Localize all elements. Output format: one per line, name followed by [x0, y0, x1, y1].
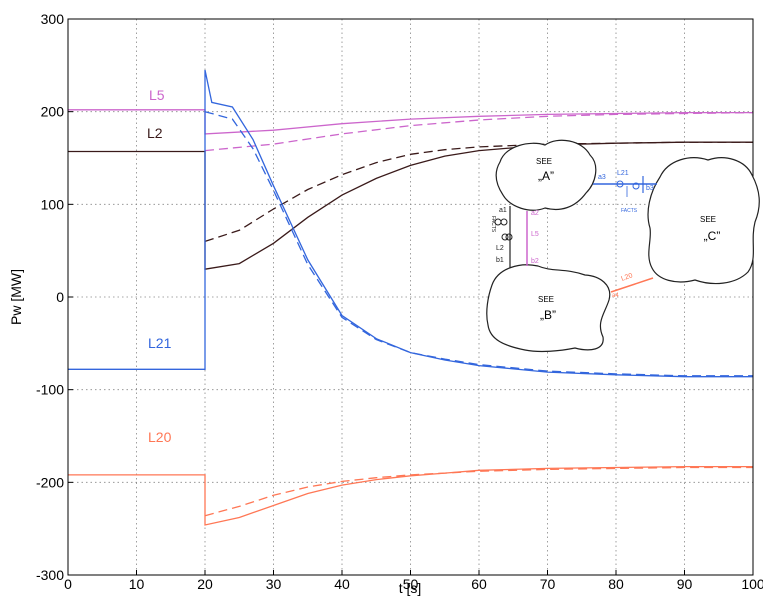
inset-label-facts-right: FACTS — [621, 208, 638, 214]
series-line-l2-dashed — [204, 141, 753, 243]
grid — [67, 18, 754, 576]
area-c-name: „C” — [704, 229, 721, 243]
inset-label-a2: a2 — [531, 210, 539, 217]
series-label-l21: L21 — [148, 335, 172, 351]
area-b-name: „B” — [540, 308, 556, 322]
area-c-label: SEE — [700, 215, 716, 224]
inset-label-l5: L5 — [531, 231, 539, 238]
y-tick-label: -100 — [36, 382, 64, 398]
series-lines — [68, 69, 754, 526]
x-tick-label: 20 — [197, 576, 213, 592]
x-tick-label: 0 — [64, 576, 72, 592]
x-tick-label: 100 — [741, 576, 763, 592]
x-tick-label: 80 — [608, 576, 624, 592]
area-a-name: „A” — [538, 169, 554, 183]
area-a-label: SEE — [536, 157, 552, 166]
x-tick-label: 10 — [129, 576, 145, 592]
inset-label-a4: a4 — [612, 293, 619, 299]
x-tick-label: 70 — [540, 576, 556, 592]
area-a-blob — [495, 139, 597, 211]
y-tick-labels: -300 -200 -100 0 100 200 300 — [36, 11, 64, 583]
series-line-l2 — [68, 141, 753, 270]
area-b-blob — [486, 264, 611, 353]
series-line-l20 — [68, 465, 753, 526]
inset-label-l21: L21 — [617, 170, 629, 177]
x-tick-label: 40 — [334, 576, 350, 592]
x-tick-label: 50 — [403, 576, 419, 592]
facts-transformer-icon-6 — [505, 233, 513, 241]
facts-transformer-icon-5 — [501, 233, 509, 241]
series-line-l20-dashed — [204, 466, 753, 517]
inset-label-b1: b1 — [496, 257, 504, 264]
x-tick-label: 60 — [471, 576, 487, 592]
inset-label-b3: b3 — [646, 185, 654, 192]
inset-label-a3: a3 — [598, 174, 606, 181]
series-line-l21 — [68, 69, 753, 378]
series-line-l5-dashed — [204, 111, 754, 152]
inset-label-facts-left: FACTS — [490, 216, 496, 233]
inset-label-l20: L20 — [620, 272, 633, 283]
series-line-l5 — [68, 109, 753, 135]
x-tick-label: 30 — [266, 576, 282, 592]
facts-transformer-icon — [616, 180, 624, 188]
facts-transformer-icon-2 — [632, 182, 640, 190]
y-tick-label: 100 — [41, 196, 65, 212]
y-tick-label: 0 — [56, 289, 64, 305]
inset-line-l20 — [610, 277, 654, 293]
facts-transformer-icon-4 — [500, 218, 508, 226]
x-tick-label: 90 — [677, 576, 693, 592]
y-tick-label: 300 — [41, 11, 65, 27]
y-tick-label: -200 — [36, 474, 64, 490]
area-b-label: SEE — [538, 295, 554, 304]
network-inset-diagram: SEE „A” SEE „B” SEE „C” a3 b3 L21 FACTS … — [486, 139, 760, 353]
area-c-blob — [647, 157, 760, 285]
series-label-l5: L5 — [149, 87, 165, 103]
x-axis-label: t [s] — [399, 580, 422, 596]
plot-frame — [67, 18, 754, 576]
inset-label-l2: L2 — [496, 245, 504, 252]
y-tick-label: 200 — [41, 104, 65, 120]
x-tick-labels: 0 10 20 30 40 50 60 70 80 90 100 — [64, 576, 763, 592]
series-label-l20: L20 — [148, 429, 172, 445]
inset-label-a1: a1 — [499, 207, 507, 214]
inset-label-b2: b2 — [531, 258, 539, 265]
y-tick-label: -300 — [36, 567, 64, 583]
y-axis-label: Pw [MW] — [8, 269, 24, 325]
series-label-l2: L2 — [147, 125, 163, 141]
